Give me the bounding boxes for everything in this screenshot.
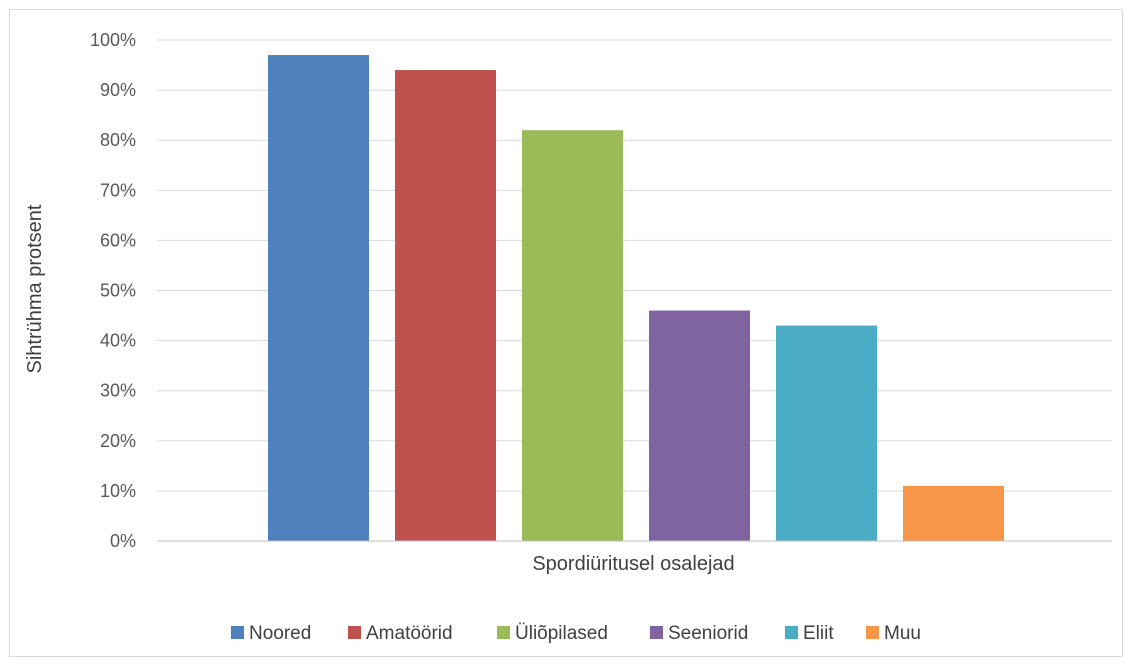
- legend-item-4: Seeniorid: [650, 623, 748, 644]
- legend-label: Noored: [249, 623, 311, 644]
- y-axis-ticks: 0% 10% 20% 30% 40% 50% 60% 70% 80% 90% 100%: [90, 30, 136, 551]
- y-axis-title: Sihtrühma protsent: [24, 204, 46, 373]
- bars: [268, 55, 1004, 541]
- legend-item-3: Üliõpilased: [497, 623, 608, 644]
- legend-swatch: [348, 626, 361, 639]
- y-tick-label: 70%: [100, 180, 136, 200]
- bar-5: [776, 325, 877, 541]
- y-tick-label: 0%: [110, 531, 136, 551]
- legend-swatch: [866, 626, 879, 639]
- legend: Noored Amatöörid Üliõpilased Seeniorid Eliit…: [231, 623, 921, 644]
- x-axis-title: Spordiüritusel osalejad: [532, 553, 734, 575]
- legend-item-1: Noored: [231, 623, 311, 644]
- legend-swatch: [497, 626, 510, 639]
- y-tick-label: 40%: [100, 331, 136, 351]
- legend-item-2: Amatöörid: [348, 623, 453, 644]
- y-tick-label: 90%: [100, 80, 136, 100]
- legend-item-5: Eliit: [785, 623, 834, 644]
- y-tick-label: 30%: [100, 381, 136, 401]
- y-tick-label: 100%: [90, 30, 136, 50]
- y-tick-label: 60%: [100, 230, 136, 250]
- legend-label: Eliit: [803, 623, 834, 644]
- legend-item-6: Muu: [866, 623, 921, 644]
- legend-swatch: [231, 626, 244, 639]
- bar-1: [268, 55, 369, 541]
- y-tick-label: 80%: [100, 130, 136, 150]
- y-tick-label: 20%: [100, 431, 136, 451]
- legend-swatch: [650, 626, 663, 639]
- bar-6: [903, 485, 1004, 541]
- y-tick-label: 50%: [100, 281, 136, 301]
- legend-swatch: [785, 626, 798, 639]
- bar-3: [522, 130, 623, 541]
- legend-label: Seeniorid: [668, 623, 748, 644]
- y-tick-label: 10%: [100, 481, 136, 501]
- legend-label: Amatöörid: [366, 623, 453, 644]
- bar-4: [649, 310, 750, 541]
- legend-label: Üliõpilased: [515, 623, 608, 644]
- legend-label: Muu: [884, 623, 921, 644]
- bar-2: [395, 70, 496, 541]
